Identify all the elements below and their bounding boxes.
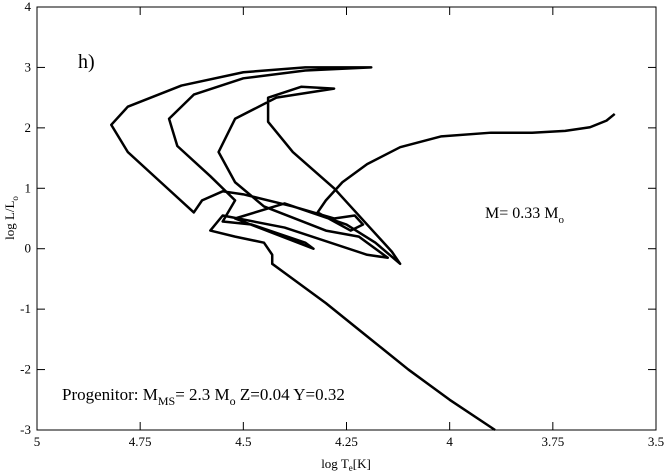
prog-c: Z=0.04 Y=0.32 <box>236 385 345 404</box>
x-tick-label: 4.5 <box>235 434 251 449</box>
mass-text: M= 0.33 M <box>485 205 558 222</box>
panel-label: h) <box>78 51 95 73</box>
y-tick-label: -1 <box>20 301 31 316</box>
prog-sub1: MS <box>158 394 175 408</box>
y-tick-label: 3 <box>25 59 32 74</box>
y-tick-label: 2 <box>25 120 32 135</box>
ylabel-sub: o <box>10 196 20 201</box>
y-tick-label: 1 <box>25 180 32 195</box>
prog-b: = 2.3 M <box>175 385 229 404</box>
y-axis-label: log L/Lo <box>2 196 20 240</box>
xlabel-tail: [K] <box>353 456 371 471</box>
ylabel-text: log L/L <box>2 201 17 240</box>
y-tick-label: -2 <box>20 362 31 377</box>
prog-a: Progenitor: M <box>62 385 158 404</box>
y-tick-label: 0 <box>25 241 32 256</box>
xlabel-text: log T <box>321 456 349 471</box>
xlabel-sub: e <box>349 463 353 473</box>
mass-sub: o <box>558 214 564 226</box>
x-tick-label: 5 <box>34 434 41 449</box>
x-tick-label: 4.75 <box>129 434 152 449</box>
y-tick-label: -3 <box>20 422 31 437</box>
x-tick-label: 4.25 <box>335 434 358 449</box>
x-tick-label: 3.75 <box>541 434 564 449</box>
x-tick-label: 4 <box>446 434 453 449</box>
progenitor-label: Progenitor: MMS= 2.3 Mo Z=0.04 Y=0.32 <box>62 385 345 408</box>
track-line <box>110 66 616 432</box>
x-tick-label: 3.5 <box>648 434 664 449</box>
prog-sub2: o <box>230 394 236 408</box>
x-axis-label: log Te[K] <box>321 456 371 473</box>
mass-label: M= 0.33 Mo <box>485 205 564 226</box>
y-tick-label: 4 <box>25 0 32 14</box>
